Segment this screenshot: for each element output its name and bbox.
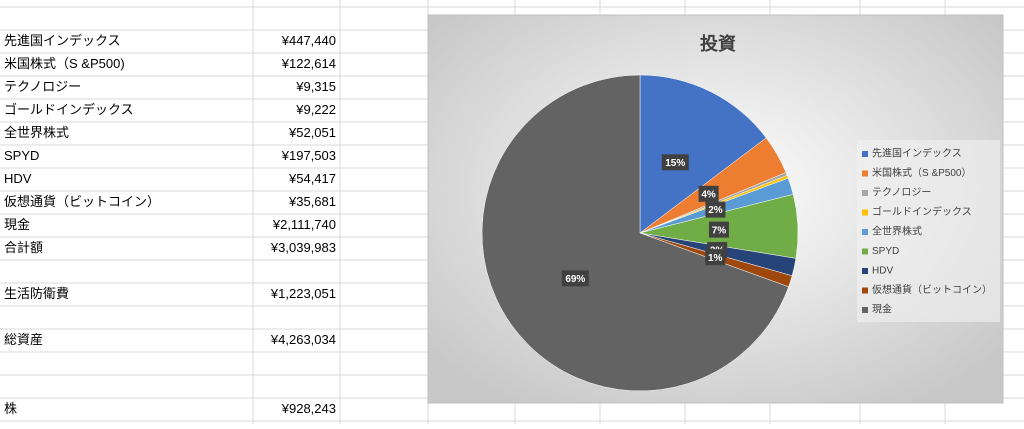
- legend-swatch: [862, 151, 868, 157]
- cell-label: 仮想通貨（ビットコイン）: [4, 194, 160, 209]
- cell-label: 現金: [4, 217, 30, 232]
- legend-swatch: [862, 209, 868, 216]
- cell-amount: ¥54,417: [288, 171, 336, 186]
- cell-label: 総資産: [4, 332, 43, 347]
- data-label-box: [705, 249, 726, 266]
- cell-amount: ¥1,223,051: [270, 286, 336, 301]
- data-label: 1%: [708, 253, 723, 264]
- cell-amount: ¥928,243: [281, 401, 336, 416]
- data-label: 2%: [708, 205, 723, 216]
- legend-swatch: [862, 268, 868, 274]
- chart-title: 投資: [700, 33, 736, 54]
- data-label-box: [698, 185, 719, 202]
- legend-label: HDV: [872, 266, 893, 277]
- legend-swatch: [862, 190, 868, 196]
- data-label: 69%: [565, 274, 585, 285]
- cell-label: 先進国インデックス: [4, 33, 121, 48]
- cell-label: 株: [4, 401, 17, 416]
- cells: 先進国インデックス ¥447,440 米国株式（S &P500) ¥122,614 テク…: [4, 33, 336, 416]
- legend-swatch: [862, 287, 868, 294]
- cell-label: 米国株式（S &P500): [4, 56, 125, 71]
- cell-label: HDV: [4, 171, 32, 186]
- data-label-box: [705, 201, 726, 218]
- legend-swatch: [862, 170, 868, 177]
- pie: [481, 74, 799, 392]
- legend-swatch: [862, 229, 868, 235]
- pie-slice: [639, 74, 767, 234]
- cell-label: テクノロジー: [4, 79, 81, 94]
- data-label: 15%: [665, 158, 685, 169]
- cell-amount: ¥122,614: [281, 56, 336, 71]
- legend-label: SPYD: [872, 246, 899, 257]
- data-label-box: [661, 154, 689, 171]
- data-label-box: [561, 270, 589, 287]
- legend-label: テクノロジー: [872, 187, 931, 199]
- cell-amount: ¥9,222: [295, 102, 336, 117]
- pie-slice: [481, 74, 789, 392]
- cell-label: 生活防衛費: [4, 286, 69, 301]
- legend-swatch: [862, 248, 868, 255]
- legend: [857, 140, 1000, 322]
- legend-label: 先進国インデックス: [872, 147, 962, 160]
- cell-amount: ¥2,111,740: [272, 217, 336, 232]
- legend-label: 仮想通貨（ビットコイン）: [872, 283, 992, 296]
- cell-amount: ¥447,440: [281, 33, 336, 48]
- legend-label: ゴールドインデックス: [872, 205, 972, 218]
- legend-label: 全世界株式: [872, 225, 922, 238]
- cell-label: 全世界株式: [4, 125, 69, 140]
- legend-label: 米国株式（S &P500）: [872, 166, 971, 179]
- data-label: 4%: [701, 189, 716, 200]
- cell-amount: ¥197,503: [281, 148, 336, 163]
- data-labels: 15%4%2%7%2%1%69%: [561, 154, 729, 287]
- cell-amount: ¥52,051: [288, 125, 336, 140]
- legend-label: 現金: [872, 303, 892, 316]
- cell-amount: ¥4,263,034: [270, 332, 336, 347]
- legend-swatch: [862, 307, 868, 313]
- cell-amount: ¥9,315: [295, 79, 336, 94]
- cell-label: 合計額: [4, 240, 43, 255]
- data-label: 7%: [712, 225, 727, 236]
- cell-label: SPYD: [4, 148, 39, 163]
- cell-amount: ¥3,039,983: [270, 240, 336, 255]
- cell-amount: ¥35,681: [288, 194, 336, 209]
- data-label-box: [708, 221, 729, 238]
- cell-label: ゴールドインデックス: [4, 102, 134, 117]
